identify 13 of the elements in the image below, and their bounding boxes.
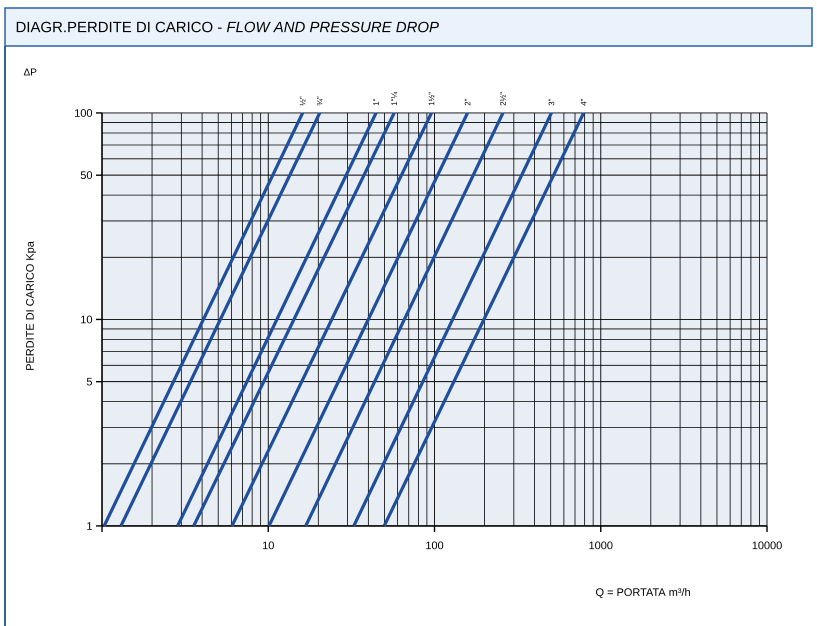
x-tick-label: 10 (262, 542, 274, 550)
x-tick-label: 1000 (589, 542, 613, 550)
x-axis-title: Q = PORTATA m³/h (596, 588, 690, 598)
text: ΔP (24, 68, 36, 76)
y-tick-label: 1 (87, 522, 92, 530)
y-tick-label: 50 (80, 171, 92, 180)
x-tick-label: 100 (426, 542, 444, 550)
y-tick-label: 100 (75, 109, 92, 117)
chart-title: DIAGR.PERDITE DI CARICO - FLOW AND PRESSURE DROP (16, 22, 439, 32)
y-axis-title: PERDITE DI CARICO Kpa (26, 241, 36, 370)
x-tick-label: 10000 (752, 542, 782, 550)
y-tick-label: 5 (86, 378, 92, 386)
y-tick-label: 10 (81, 316, 92, 324)
